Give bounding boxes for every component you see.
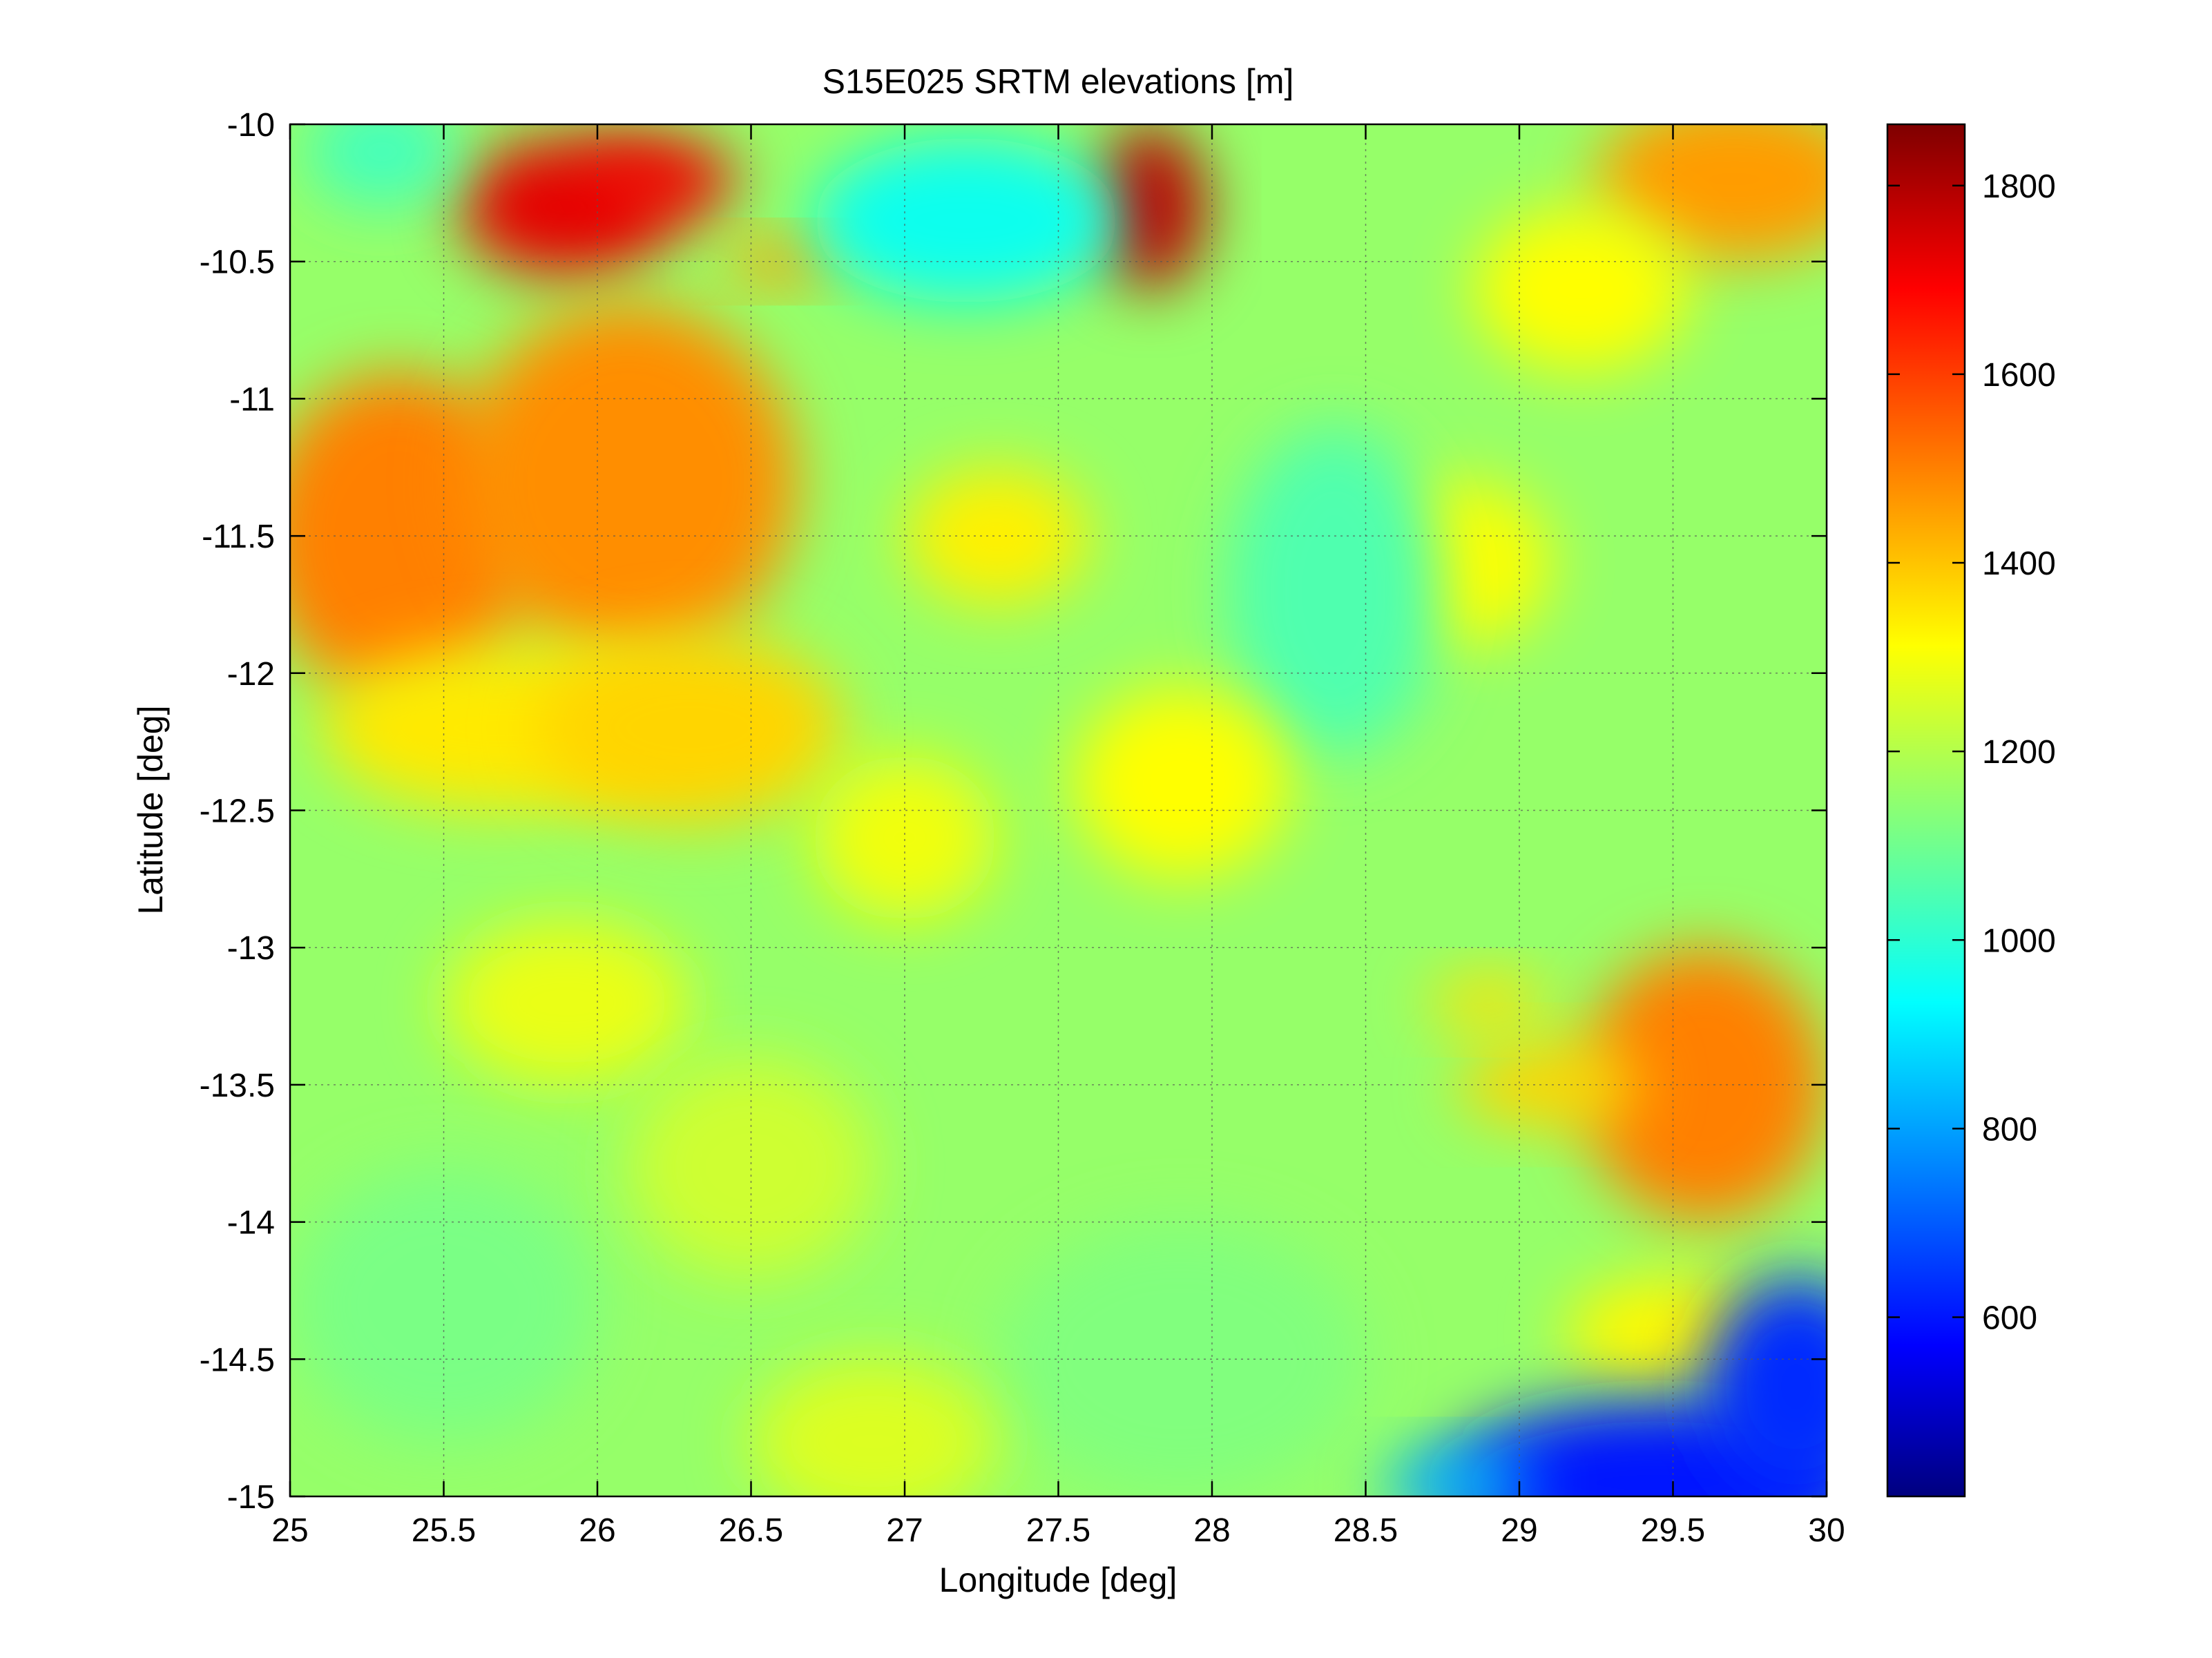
colorbar-tick-label: 1400 <box>1982 546 2056 582</box>
x-tick-label: 29 <box>1501 1512 1537 1549</box>
terrain-feature <box>1581 947 1827 1222</box>
terrain-feature <box>1473 206 1689 372</box>
terrain-feature <box>536 632 843 825</box>
x-tick-label: 25.5 <box>412 1512 476 1549</box>
y-tick-label: -14 <box>227 1205 275 1242</box>
terrain-feature <box>1427 974 1550 1030</box>
colorbar-tick-label: 600 <box>1982 1300 2037 1337</box>
chart-title: S15E025 SRTM elevations [m] <box>823 62 1294 101</box>
x-tick-label: 30 <box>1808 1512 1845 1549</box>
terrain-feature <box>751 1359 997 1496</box>
y-axis: -10 -10.5 -11 -11.5 -12 -12.5 -13 -13.5 -14 -14.5… <box>200 107 1827 1516</box>
terrain-feature <box>812 137 1120 303</box>
x-axis-label: Longitude [deg] <box>939 1561 1177 1599</box>
y-tick-label: -14.5 <box>200 1342 275 1378</box>
terrain-feature <box>1073 686 1289 879</box>
x-tick-label: 26 <box>579 1512 615 1549</box>
terrain-feature <box>812 755 997 920</box>
x-tick-label: 26.5 <box>719 1512 783 1549</box>
colorbar-tick-label: 1800 <box>1982 168 2056 205</box>
x-tick-label: 27 <box>886 1512 923 1549</box>
terrain-feature <box>997 1222 1366 1496</box>
colorbar-axis: 600 800 1000 1200 1400 1600 1800 <box>1887 168 2056 1337</box>
y-tick-label: -11 <box>229 381 275 418</box>
terrain-feature <box>1458 1043 1642 1126</box>
terrain-feature <box>1704 1277 1827 1496</box>
terrain-feature <box>305 124 459 207</box>
terrain-feature <box>1596 124 1827 262</box>
terrain-feature <box>290 1167 597 1442</box>
gridlines <box>290 124 1827 1496</box>
y-tick-label: -10 <box>227 107 275 144</box>
terrain-feature <box>1095 124 1206 289</box>
x-tick-label: 27.5 <box>1026 1512 1090 1549</box>
x-tick-label: 29.5 <box>1641 1512 1705 1549</box>
y-tick-label: -12.5 <box>200 793 275 830</box>
elevation-heatmap <box>290 124 1827 1496</box>
x-tick-label: 28 <box>1193 1512 1230 1549</box>
terrain-feature <box>459 302 798 659</box>
colorbar-tick-label: 1200 <box>1982 734 2056 771</box>
y-tick-label: -10.5 <box>200 244 275 281</box>
y-tick-label: -12 <box>227 656 275 693</box>
colorbar <box>1886 123 1966 1498</box>
colorbar-tick-label: 1000 <box>1982 923 2056 959</box>
colorbar-tick-label: 1600 <box>1982 357 2056 394</box>
terrain-feature <box>581 137 736 221</box>
terrain-feature <box>905 467 1089 605</box>
y-tick-label: -13 <box>227 930 275 967</box>
y-tick-label: -13.5 <box>200 1068 275 1104</box>
terrain-feature <box>443 920 690 1085</box>
y-tick-label: -15 <box>227 1479 275 1516</box>
terrain-feature <box>1227 426 1443 756</box>
colorbar-tick-label: 800 <box>1982 1111 2037 1148</box>
y-tick-label: -11.5 <box>202 519 275 555</box>
x-axis: 25 25.5 26 26.5 27 27.5 28 28.5 29 29.5 30 <box>271 124 1845 1549</box>
x-tick-label: 25 <box>271 1512 308 1549</box>
x-tick-label: 28.5 <box>1334 1512 1398 1549</box>
terrain-feature <box>1381 1449 1535 1496</box>
y-axis-label: Latitude [deg] <box>131 705 170 914</box>
